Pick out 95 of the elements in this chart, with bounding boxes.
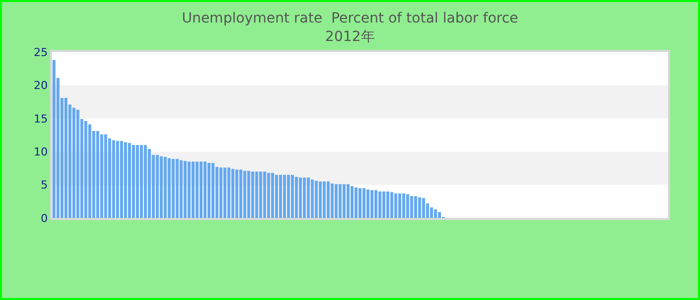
bar (211, 162, 214, 218)
bar (136, 144, 139, 218)
bar (215, 166, 218, 218)
bar (318, 181, 322, 218)
bar (271, 172, 274, 218)
y-tick-label: 15 (34, 112, 48, 126)
bar (219, 168, 222, 218)
y-tick-label: 10 (34, 145, 48, 158)
bar (112, 140, 116, 218)
bar (279, 174, 282, 218)
bar (72, 108, 76, 218)
bar (290, 174, 294, 218)
y-tick-label: 25 (34, 46, 48, 59)
bar (100, 134, 104, 218)
bar (160, 156, 163, 218)
bar (84, 121, 88, 218)
bar (267, 172, 270, 218)
bar (362, 188, 366, 218)
bar (148, 148, 151, 218)
bar (334, 184, 338, 218)
bar (239, 170, 242, 218)
bar (144, 144, 147, 218)
bar (108, 138, 112, 218)
bar (176, 158, 179, 218)
bar (358, 188, 362, 218)
bar (192, 162, 195, 218)
bar (390, 192, 394, 218)
y-tick-label: 5 (40, 178, 48, 192)
bar (382, 191, 386, 218)
bar (354, 187, 358, 218)
bar (418, 197, 422, 218)
bar (386, 191, 390, 218)
bar (76, 110, 80, 218)
bar (120, 140, 124, 218)
bar (310, 179, 314, 218)
bar (314, 180, 318, 218)
bar (366, 189, 370, 218)
bar (430, 207, 434, 218)
bar (128, 142, 131, 218)
bar (306, 178, 310, 218)
bar (200, 162, 203, 218)
bar (414, 196, 418, 218)
bar (207, 162, 210, 218)
bar (302, 178, 306, 218)
bar (132, 144, 135, 218)
bar (227, 168, 230, 218)
bar (350, 186, 354, 218)
bar (406, 194, 410, 218)
bar (247, 170, 250, 218)
bar (374, 190, 378, 218)
bar (422, 198, 426, 218)
bar (394, 193, 398, 218)
bar (438, 212, 441, 218)
bar (52, 60, 56, 218)
bar (263, 172, 266, 218)
bar (140, 144, 143, 218)
bar (235, 170, 238, 218)
bar (410, 196, 414, 218)
bar (196, 162, 199, 218)
bar (124, 142, 128, 218)
bar (204, 162, 206, 218)
bar (223, 168, 226, 218)
bar (326, 181, 330, 218)
bar (338, 184, 342, 218)
bar (434, 209, 437, 218)
bar (251, 172, 254, 218)
bar (255, 172, 258, 218)
bar (164, 156, 167, 218)
bar (294, 176, 298, 218)
bar (322, 181, 326, 218)
bar (116, 140, 120, 218)
y-tick-label: 20 (34, 79, 48, 92)
bar (283, 174, 286, 218)
bar (180, 160, 183, 218)
chart-title: Unemployment rate Percent of total labor force 2012年 (182, 10, 518, 45)
bar (402, 193, 406, 218)
bar (346, 184, 350, 218)
bar (378, 191, 382, 218)
bar (172, 158, 175, 218)
bar (188, 162, 191, 218)
bar (275, 174, 278, 218)
bar (259, 172, 262, 218)
bar (104, 134, 108, 218)
bar (184, 160, 187, 218)
bar (64, 98, 68, 218)
bar (286, 174, 290, 218)
bar (298, 178, 302, 218)
bar (156, 154, 159, 218)
bar (330, 183, 334, 218)
bar (231, 168, 234, 218)
bar (342, 184, 346, 218)
bar (88, 124, 92, 218)
bar (370, 190, 374, 218)
y-tick-label: 0 (40, 212, 48, 225)
bar (96, 131, 100, 218)
